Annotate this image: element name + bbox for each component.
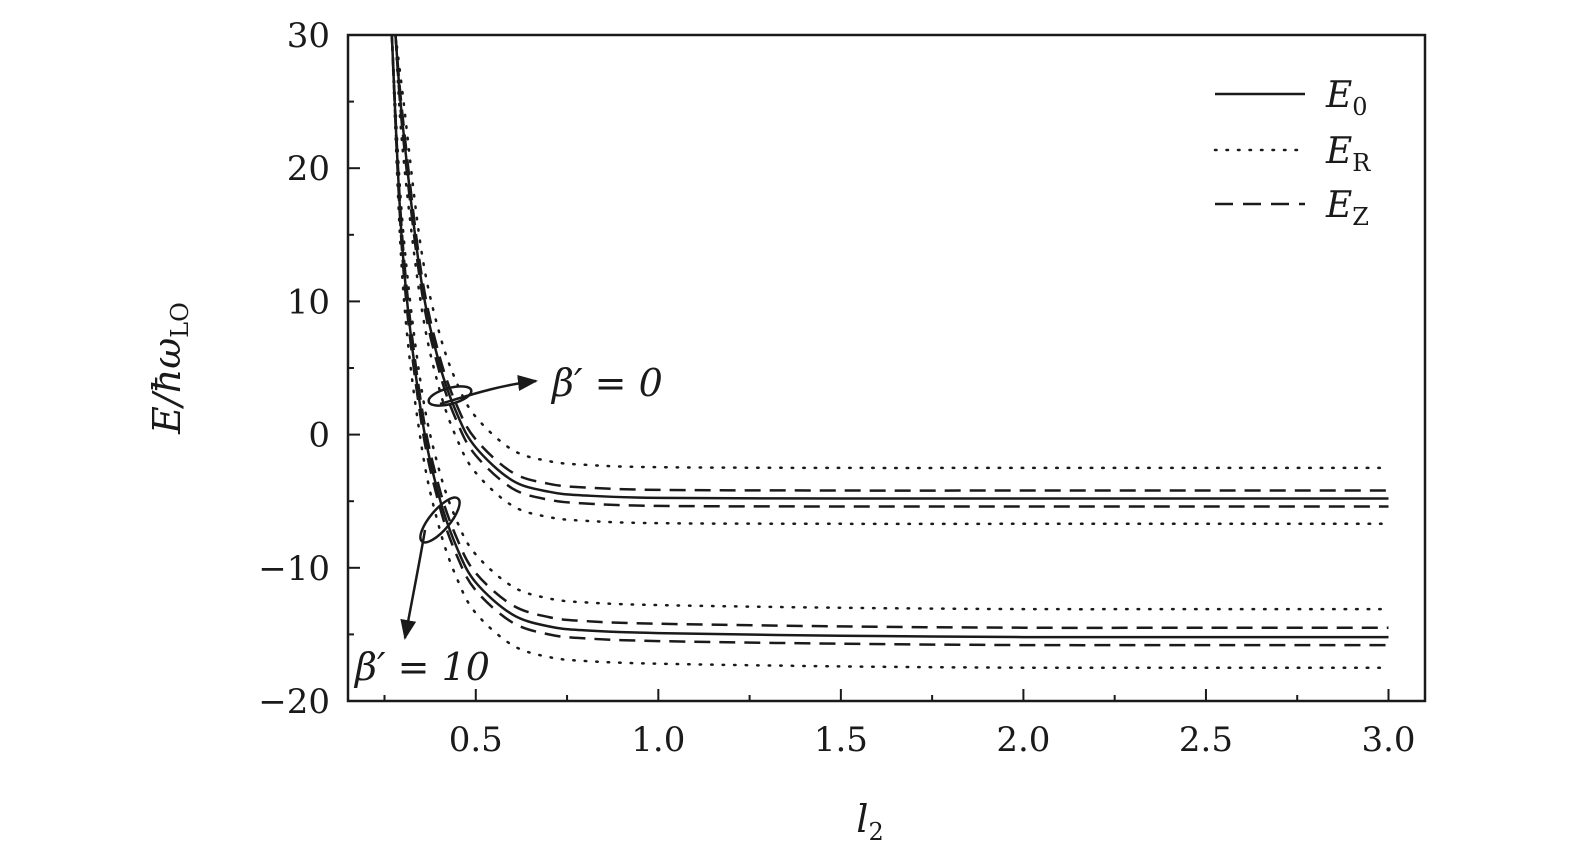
series-line-2 xyxy=(394,35,1389,508)
legend-label-e0: E0 xyxy=(1325,75,1368,121)
annotation-label-beta-10: β′ = 10 xyxy=(353,645,490,689)
y-axis-ticks: 30 20 10 0 −10 −20 xyxy=(258,16,360,722)
annotation-label-beta-0: β′ = 0 xyxy=(550,361,663,405)
annotation-ellipse-beta-0 xyxy=(427,385,473,407)
series-line-1 xyxy=(394,35,1389,492)
x-tick-label: 1.5 xyxy=(814,720,868,760)
y-tick-label: 30 xyxy=(287,16,330,56)
annotation-arrow-beta-10 xyxy=(400,529,427,640)
series-line-9 xyxy=(390,35,1390,670)
x-tick-label: 3.0 xyxy=(1361,720,1415,760)
annotation-arrow-beta-0 xyxy=(439,375,538,406)
series-line-5 xyxy=(390,35,1389,639)
x-tick-label: 1.0 xyxy=(631,720,685,760)
legend: E0 ER EZ xyxy=(1213,75,1371,231)
plot-frame xyxy=(346,33,1427,703)
series-layer xyxy=(390,35,1390,670)
x-tick-label: 2.0 xyxy=(996,720,1050,760)
series-line-6 xyxy=(390,35,1389,630)
y-axis-label: E/ħωLO xyxy=(145,302,194,435)
legend-label-ez: EZ xyxy=(1325,185,1369,231)
annotation-beta-10: β′ = 10 xyxy=(353,496,490,689)
x-axis-ticks: 0.5 1.0 1.5 2.0 2.5 3.0 xyxy=(383,689,1416,760)
series-line-8 xyxy=(390,35,1390,611)
y-tick-label: −10 xyxy=(258,549,330,589)
y-tick-label: 20 xyxy=(287,149,330,189)
series-line-3 xyxy=(394,35,1390,470)
annotation-beta-0: β′ = 0 xyxy=(427,361,663,407)
legend-label-er: ER xyxy=(1325,131,1371,177)
x-tick-label: 0.5 xyxy=(449,720,503,760)
series-line-0 xyxy=(394,35,1389,500)
series-line-7 xyxy=(390,35,1389,647)
y-tick-label: 10 xyxy=(287,282,330,322)
x-axis-label: l2 xyxy=(856,797,883,846)
x-tick-label: 2.5 xyxy=(1179,720,1233,760)
series-line-4 xyxy=(394,35,1390,526)
y-tick-label: 0 xyxy=(308,416,330,456)
y-tick-label: −20 xyxy=(258,682,330,722)
